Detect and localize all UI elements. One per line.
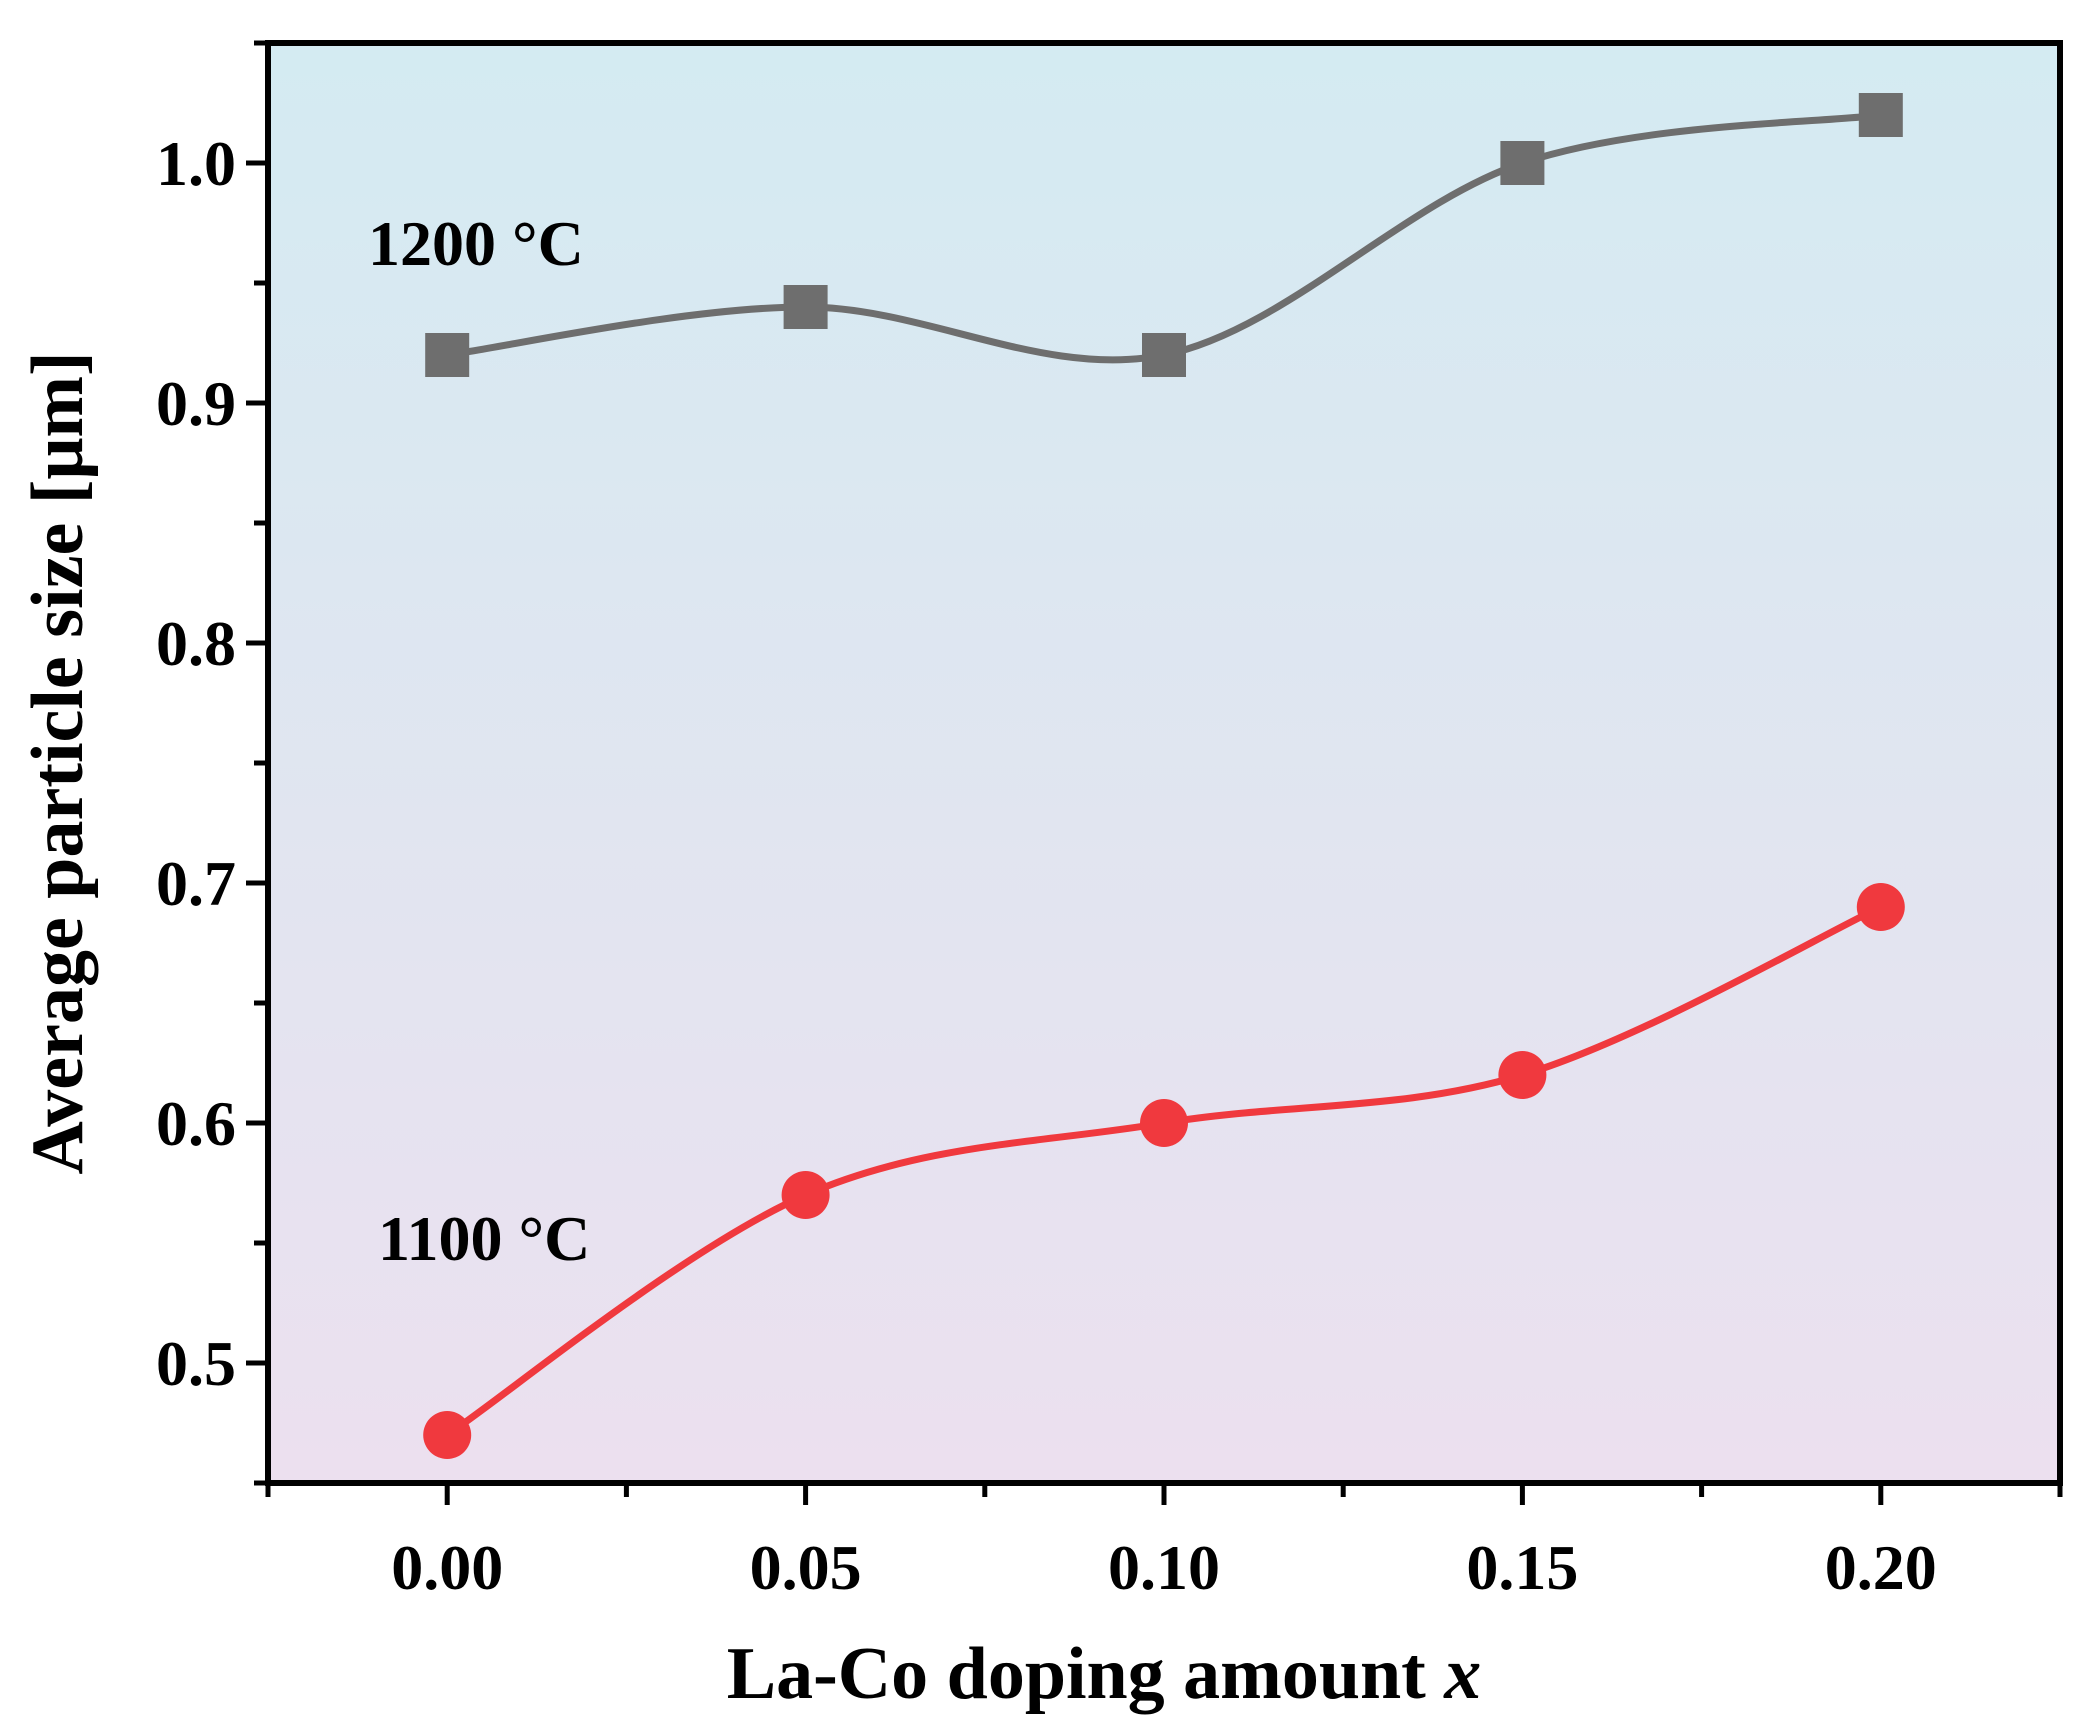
data-point-circle [781,1171,830,1219]
data-point-circle [1856,883,1905,931]
data-point-square [1142,333,1186,377]
x-tick-label: 0.05 [750,1532,862,1603]
y-tick-label: 0.8 [156,608,236,679]
data-point-square [783,285,828,329]
data-point-circle [1140,1099,1188,1147]
data-point-circle [423,1411,472,1459]
x-axis-variable: x [1443,1633,1481,1715]
x-axis-title-text: La-Co doping amount [727,1633,1426,1715]
data-point-square [425,333,470,377]
plot-background [268,43,2060,1483]
x-axis-title: La-Co doping amount x [727,1633,1482,1715]
y-tick-label: 0.6 [156,1088,236,1159]
x-tick-label: 0.10 [1108,1532,1220,1603]
y-axis-title: Average particle size [μm] [17,351,99,1174]
x-tick-label: 0.15 [1466,1532,1578,1603]
data-point-square [1858,93,1903,137]
y-tick-label: 0.9 [156,368,236,439]
y-tick-label: 0.5 [156,1328,236,1399]
x-axis: 0.00 0.05 0.10 0.15 0.20 [265,1483,2063,1603]
y-tick-label: 0.7 [156,848,236,919]
x-tick-label: 0.00 [391,1532,503,1603]
series-label-1200: 1200 °C [368,208,584,279]
series-layer [423,93,1905,1459]
x-tick-label: 0.20 [1825,1532,1937,1603]
data-point-circle [1498,1051,1547,1099]
data-point-square [1500,141,1545,185]
y-axis: 0.5 0.6 0.7 0.8 0.9 1.0 [156,40,268,1486]
y-tick-label: 1.0 [156,128,236,199]
series-label-1100: 1100 °C [378,1203,590,1274]
